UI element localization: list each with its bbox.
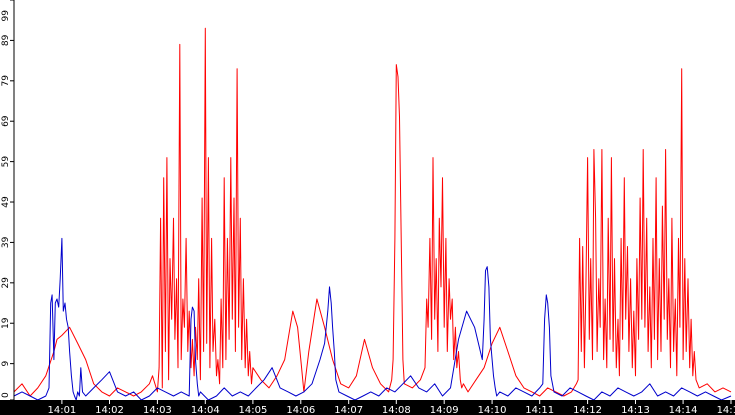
y-tick-label: 59 bbox=[1, 156, 11, 168]
x-axis-band bbox=[0, 400, 735, 415]
y-tick-label: 79 bbox=[1, 75, 11, 87]
x-tick-label: 14:04 bbox=[191, 405, 220, 415]
x-tick-label: 14:05 bbox=[238, 405, 267, 415]
y-tick-label: 99 bbox=[1, 10, 11, 22]
x-tick-label: 14:02 bbox=[95, 405, 124, 415]
x-tick-label: 14:13 bbox=[621, 405, 650, 415]
y-tick-label: 19 bbox=[1, 317, 11, 329]
y-tick-label: 0 bbox=[1, 392, 11, 398]
y-tick-label: 89 bbox=[1, 34, 11, 46]
x-tick-layer: 14:01 14:02 14:03 14:04 14:05 14:06 14:07 14:08… bbox=[47, 400, 735, 415]
y-tick-label: 9 bbox=[1, 361, 11, 367]
y-tick-label: 49 bbox=[1, 196, 11, 208]
x-tick-label: 14:12 bbox=[573, 405, 602, 415]
x-tick-label: 14:01 bbox=[47, 405, 76, 415]
x-tick-label: 14:15 bbox=[717, 405, 735, 415]
x-tick-label: 14:11 bbox=[525, 405, 554, 415]
x-tick-label: 14:14 bbox=[669, 405, 698, 415]
x-tick-label: 14:09 bbox=[430, 405, 459, 415]
x-tick-label: 14:08 bbox=[382, 405, 411, 415]
y-tick-layer: 0 9 19 29 39 49 59 69 79 89 99 bbox=[1, 0, 14, 401]
y-tick-label: 69 bbox=[1, 115, 11, 127]
x-tick-label: 14:07 bbox=[334, 405, 363, 415]
x-tick-label: 14:06 bbox=[286, 405, 315, 415]
y-tick-label: 39 bbox=[1, 236, 11, 248]
y-tick-label: 29 bbox=[1, 277, 11, 289]
x-tick-label: 14:03 bbox=[143, 405, 172, 415]
series-line-1 bbox=[13, 27, 732, 397]
x-tick-label: 14:10 bbox=[478, 405, 507, 415]
